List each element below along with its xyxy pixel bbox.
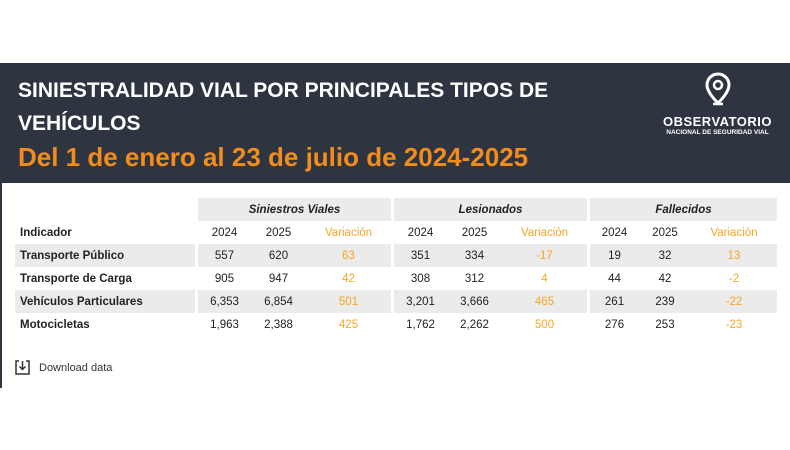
- cell: 308: [391, 267, 447, 290]
- cell: 13: [691, 244, 777, 267]
- cell: 239: [639, 290, 691, 313]
- cell: 620: [251, 244, 306, 267]
- title: SINIESTRALIDAD VIAL POR PRINCIPALES TIPO…: [18, 79, 549, 135]
- column-header: 2024: [391, 221, 447, 244]
- cell: 425: [338, 318, 359, 331]
- data-table: Siniestros Viales Lesionados Fallecidos Ind…: [15, 198, 777, 336]
- download-icon: [15, 360, 30, 375]
- row-label: Motocicletas: [20, 318, 90, 331]
- table-row: Vehículos Particulares 6,353 6,854 501 3,201…: [15, 290, 777, 313]
- column-header: 2025: [265, 226, 292, 239]
- cell: 2,262: [460, 318, 489, 331]
- cell: 905: [195, 267, 251, 290]
- group-header: Fallecidos: [587, 198, 777, 221]
- cell: 465: [502, 290, 587, 313]
- column-header: 2024: [195, 221, 251, 244]
- table-row: Motocicletas 1,963 2,388 425 1,762 2,262 500 27…: [15, 313, 777, 336]
- cell: 3,201: [391, 290, 447, 313]
- cell: 3,666: [447, 290, 502, 313]
- cell: 4: [541, 272, 548, 285]
- column-header: Variación: [520, 226, 569, 239]
- cell: 63: [306, 244, 391, 267]
- cell: 276: [587, 313, 639, 336]
- cell: 19: [587, 244, 639, 267]
- cell: 312: [464, 272, 485, 285]
- download-button[interactable]: Download data: [15, 360, 112, 375]
- cell: 253: [655, 318, 675, 331]
- logo: OBSERVATORIO NACIONAL DE SEGURIDAD VIAL: [655, 71, 780, 136]
- table-row: Transporte de Carga 905 947 42 308 312 4 44 42 -2: [15, 267, 777, 290]
- cell: 44: [587, 267, 639, 290]
- row-label: Transporte de Carga: [20, 272, 132, 285]
- empty-cell: [15, 198, 195, 221]
- cell: 6,353: [195, 290, 251, 313]
- cell: 947: [268, 272, 289, 285]
- table-row: Transporte Público 557 620 63 351 334 -17 19 32 1…: [15, 244, 777, 267]
- cell: -17: [502, 244, 587, 267]
- header: SINIESTRALIDAD VIAL POR PRINCIPALES TIPO…: [0, 63, 790, 183]
- group-header: Siniestros Viales: [195, 198, 391, 221]
- cell: 334: [447, 244, 502, 267]
- column-header: 2025: [652, 226, 678, 239]
- cell: -2: [728, 272, 740, 285]
- logo-subtitle: NACIONAL DE SEGURIDAD VIAL: [666, 129, 769, 136]
- cell: 42: [658, 272, 672, 285]
- cell: 32: [639, 244, 691, 267]
- row-label: Vehículos Particulares: [15, 290, 195, 313]
- cell: -23: [725, 318, 743, 331]
- column-header: Indicador: [20, 226, 72, 239]
- cell: 261: [587, 290, 639, 313]
- cell: 1,963: [195, 313, 251, 336]
- cell: 557: [195, 244, 251, 267]
- column-header: Variación: [710, 226, 758, 239]
- logo-name: OBSERVATORIO: [662, 114, 773, 129]
- group-header-row: Siniestros Viales Lesionados Fallecidos: [15, 198, 777, 221]
- cell: 351: [391, 244, 447, 267]
- column-header: Variación: [324, 226, 373, 239]
- side-border: [0, 183, 2, 388]
- logo-icon: [704, 72, 731, 106]
- column-header-row: Indicador 2024 2025 Variación 2024 2025 Variac…: [15, 221, 777, 244]
- subtitle: Del 1 de enero al 23 de julio de 2024-20…: [18, 142, 529, 172]
- row-label: Transporte Público: [15, 244, 195, 267]
- cell: 501: [306, 290, 391, 313]
- column-header: 2024: [587, 221, 639, 244]
- cell: 42: [342, 272, 355, 285]
- cell: 6,854: [251, 290, 306, 313]
- cell: -22: [691, 290, 777, 313]
- group-header: Lesionados: [391, 198, 587, 221]
- column-header: 2025: [461, 226, 488, 239]
- download-label[interactable]: Download data: [39, 361, 113, 374]
- cell: 2,388: [264, 318, 293, 331]
- cell: 1,762: [391, 313, 447, 336]
- cell: 500: [534, 318, 555, 331]
